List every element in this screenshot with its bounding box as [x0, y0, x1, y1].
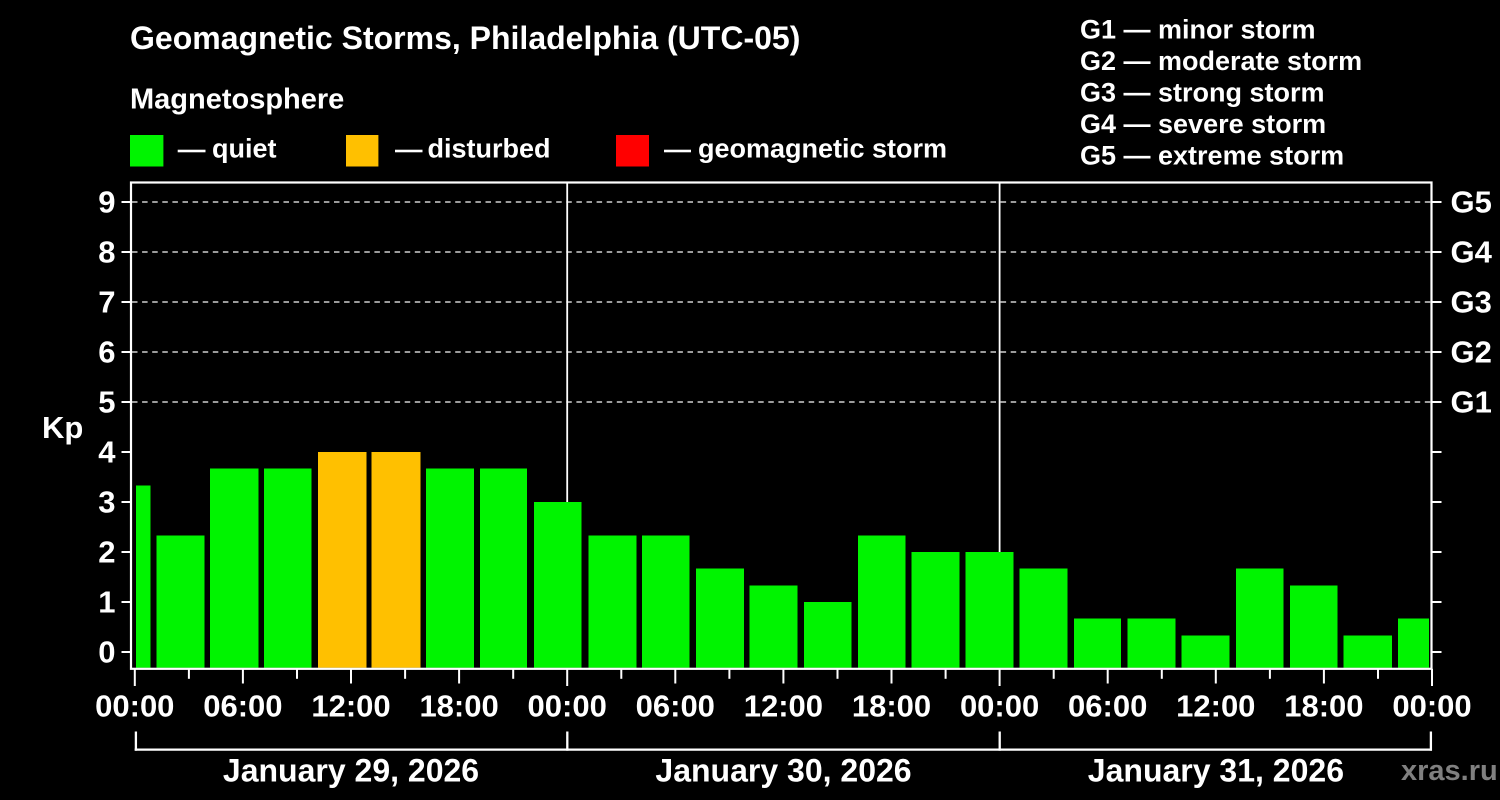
svg-text:5: 5 — [98, 385, 115, 420]
svg-text:G2 — moderate storm: G2 — moderate storm — [1080, 46, 1362, 76]
svg-text:12:00: 12:00 — [1176, 689, 1255, 724]
svg-text:12:00: 12:00 — [744, 689, 823, 724]
svg-text:06:00: 06:00 — [203, 689, 282, 724]
svg-text:disturbed: disturbed — [428, 133, 551, 163]
svg-text:4: 4 — [98, 435, 116, 470]
svg-text:January 29, 2026: January 29, 2026 — [223, 753, 479, 789]
svg-text:G1 — minor storm: G1 — minor storm — [1080, 15, 1316, 45]
svg-text:00:00: 00:00 — [95, 689, 174, 724]
svg-text:9: 9 — [98, 185, 115, 220]
svg-text:geomagnetic storm: geomagnetic storm — [698, 133, 947, 163]
svg-text:18:00: 18:00 — [1284, 689, 1363, 724]
svg-text:G2: G2 — [1451, 335, 1492, 370]
svg-text:06:00: 06:00 — [636, 689, 715, 724]
svg-text:G3 — strong storm: G3 — strong storm — [1080, 78, 1325, 108]
svg-text:00:00: 00:00 — [960, 689, 1039, 724]
svg-text:18:00: 18:00 — [419, 689, 498, 724]
svg-text:06:00: 06:00 — [1068, 689, 1147, 724]
svg-text:G4 — severe storm: G4 — severe storm — [1080, 109, 1326, 139]
svg-text:G1: G1 — [1451, 385, 1492, 420]
svg-text:Magnetosphere: Magnetosphere — [130, 84, 344, 116]
svg-text:3: 3 — [98, 485, 115, 520]
svg-text:G3: G3 — [1451, 285, 1492, 320]
svg-text:00:00: 00:00 — [1392, 689, 1471, 724]
svg-text:1: 1 — [98, 585, 115, 620]
svg-text:G5 — extreme storm: G5 — extreme storm — [1080, 141, 1344, 171]
svg-text:2: 2 — [98, 535, 115, 570]
svg-text:G5: G5 — [1451, 185, 1492, 220]
svg-text:0: 0 — [98, 635, 115, 670]
svg-text:January 31, 2026: January 31, 2026 — [1088, 753, 1344, 789]
svg-text:8: 8 — [98, 235, 115, 270]
svg-text:Geomagnetic Storms, Philadelph: Geomagnetic Storms, Philadelphia (UTC-05… — [130, 20, 800, 56]
svg-text:January 30, 2026: January 30, 2026 — [655, 753, 911, 789]
svg-text:18:00: 18:00 — [852, 689, 931, 724]
svg-text:xras.ru: xras.ru — [1401, 755, 1498, 787]
svg-text:quiet: quiet — [212, 133, 277, 163]
svg-text:6: 6 — [98, 335, 115, 370]
svg-text:7: 7 — [98, 285, 115, 320]
svg-text:G4: G4 — [1451, 235, 1493, 270]
svg-text:00:00: 00:00 — [528, 689, 607, 724]
svg-text:12:00: 12:00 — [311, 689, 390, 724]
svg-text:Kp: Kp — [42, 410, 83, 445]
